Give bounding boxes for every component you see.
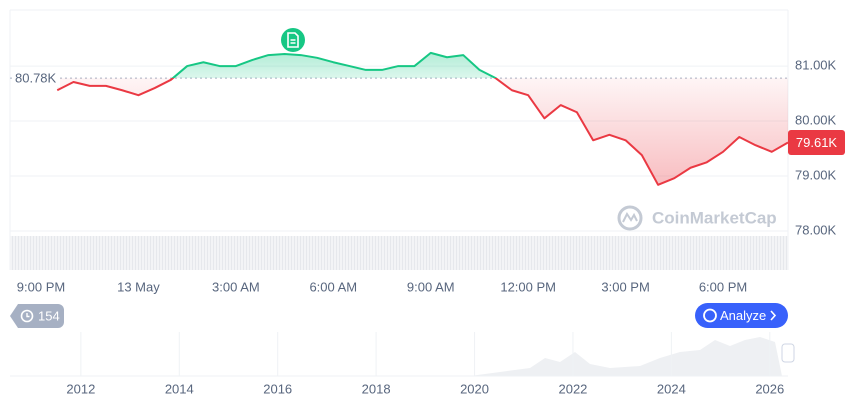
x-tick-label: 12:00 PM [500,279,556,294]
x-tick-label: 9:00 PM [17,279,65,294]
baseline-label: 80.78K [15,71,57,86]
watermark: CoinMarketCap [617,205,777,231]
navigator-tick-label: 2020 [460,381,489,396]
navigator [10,332,795,377]
history-count: 154 [38,308,60,323]
analyze-label: Analyze [720,308,766,323]
navigator-area [470,337,782,376]
y-tick-label: 78.00K [795,222,837,237]
x-tick-label: 9:00 AM [407,279,455,294]
y-tick-label: 79.00K [795,167,837,182]
navigator-tick-label: 2018 [362,381,391,396]
news-marker[interactable] [281,28,305,52]
volume-band [10,236,788,270]
x-tick-label: 6:00 PM [699,279,747,294]
y-tick-label: 80.00K [795,112,837,127]
analyze-button[interactable]: Analyze [695,303,788,328]
baseline-label-bg [12,69,60,88]
history-button[interactable]: 154 [10,304,64,328]
navigator-tick-label: 2016 [263,381,292,396]
x-tick-label: 3:00 AM [212,279,260,294]
navigator-tick-label: 2026 [755,381,784,396]
navigator-tick-label: 2014 [165,381,194,396]
x-tick-label: 6:00 AM [309,279,357,294]
y-tick-label: 81.00K [795,58,837,73]
x-tick-label: 3:00 PM [601,279,649,294]
plot [10,51,789,232]
watermark-text: CoinMarketCap [652,208,777,227]
price-line [56,51,789,186]
navigator-tick-label: 2024 [657,381,686,396]
navigator-tick-label: 2012 [66,381,95,396]
navigator-tick-label: 2022 [558,381,587,396]
navigator-handle[interactable] [781,343,795,363]
area [57,52,788,185]
x-tick-label: 13 May [117,279,160,294]
last-price-label: 79.61K [796,135,838,150]
last-price-tag [788,129,845,155]
